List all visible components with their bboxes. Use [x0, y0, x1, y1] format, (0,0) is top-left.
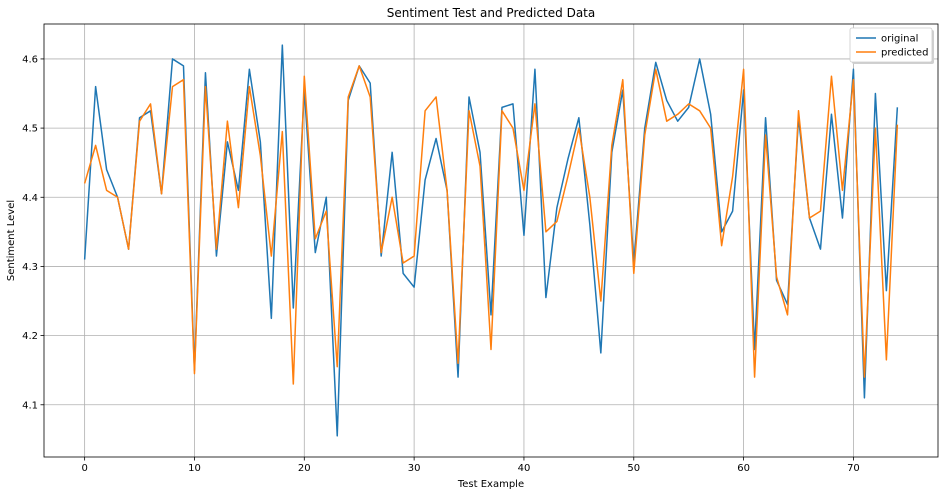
x-tick-label: 70: [847, 463, 860, 474]
x-tick-label: 50: [627, 463, 640, 474]
x-axis-label: Test Example: [457, 479, 524, 490]
y-tick-label: 4.3: [22, 262, 38, 273]
grid: [44, 24, 938, 457]
x-tick-label: 20: [298, 463, 311, 474]
y-axis-label: Sentiment Level: [6, 200, 17, 281]
series-lines: [83, 44, 899, 437]
x-tick-label: 40: [518, 463, 531, 474]
y-tick-label: 4.1: [22, 400, 38, 411]
x-tick-label: 10: [188, 463, 201, 474]
y-tick-label: 4.6: [22, 54, 38, 65]
x-tick-label: 30: [408, 463, 421, 474]
x-tick-label: 0: [81, 463, 87, 474]
legend: original predicted: [849, 27, 934, 64]
legend-label-original: original: [881, 34, 918, 45]
axes-frame: [43, 23, 939, 458]
legend-box: [849, 27, 933, 63]
series-line-original: [83, 44, 899, 437]
y-tick-label: 4.5: [22, 124, 38, 135]
x-tick-label: 60: [737, 463, 750, 474]
chart-title: Sentiment Test and Predicted Data: [387, 6, 595, 20]
legend-label-predicted: predicted: [881, 48, 928, 59]
y-tick-label: 4.4: [22, 193, 38, 204]
ticks: 0 10 20 30 40 50 60 70 4.1 4.2 4.3 4.4 4.5 4.6: [22, 54, 860, 474]
y-tick-label: 4.2: [22, 331, 38, 342]
series-line-predicted: [83, 65, 899, 385]
